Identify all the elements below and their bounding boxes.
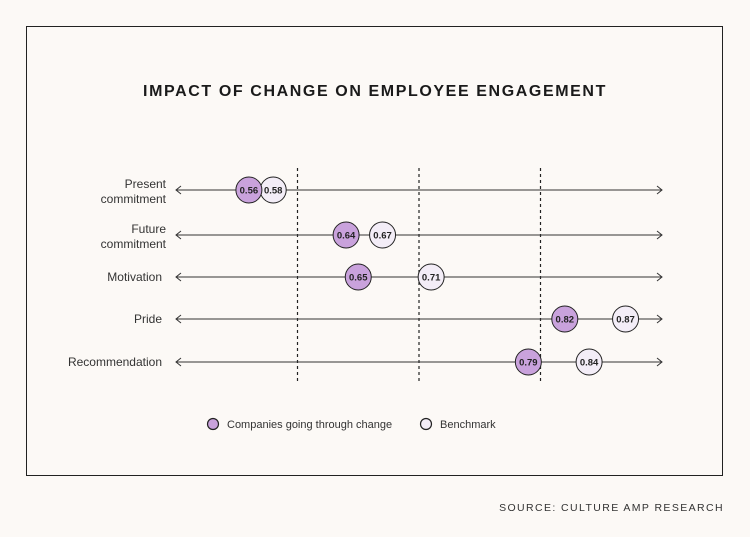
data-label: 0.56: [240, 186, 259, 197]
data-point-benchmark: [612, 305, 640, 333]
legend-marker: [206, 417, 220, 431]
data-label: 0.58: [264, 186, 283, 197]
data-label: 0.71: [422, 273, 441, 284]
data-point-change: [235, 176, 263, 204]
legend-label: Companies going through change: [227, 419, 392, 431]
data-point-change: [551, 305, 579, 333]
source-note: SOURCE: CULTURE AMP RESEARCH: [499, 502, 724, 514]
arrow-right-icon: [656, 272, 663, 282]
category-label: Present: [125, 177, 167, 191]
arrow-left-icon: [175, 185, 182, 195]
data-point-benchmark: [417, 263, 445, 291]
category-label: commitment: [101, 192, 167, 206]
chart-title: IMPACT OF CHANGE ON EMPLOYEE ENGAGEMENT: [143, 83, 607, 100]
category-label: commitment: [101, 237, 167, 251]
arrow-left-icon: [175, 314, 182, 324]
data-point-benchmark: [369, 221, 397, 249]
data-label: 0.64: [337, 231, 356, 242]
data-point-benchmark: [575, 348, 603, 376]
data-point-change: [514, 348, 542, 376]
arrow-left-icon: [175, 357, 182, 367]
legend-label: Benchmark: [440, 419, 496, 431]
category-label: Pride: [134, 312, 162, 326]
category-label: Recommendation: [68, 355, 162, 369]
arrow-left-icon: [175, 230, 182, 240]
arrow-right-icon: [656, 185, 663, 195]
data-label: 0.65: [349, 273, 368, 284]
category-label: Future: [131, 222, 166, 236]
chart-frame: [26, 26, 723, 476]
arrow-right-icon: [656, 357, 663, 367]
data-label: 0.79: [519, 358, 538, 369]
arrow-left-icon: [175, 272, 182, 282]
data-label: 0.87: [616, 315, 635, 326]
category-label: Motivation: [107, 270, 162, 284]
data-label: 0.67: [373, 231, 392, 242]
arrow-right-icon: [656, 230, 663, 240]
data-point-change: [344, 263, 372, 291]
data-label: 0.84: [580, 358, 599, 369]
arrow-right-icon: [656, 314, 663, 324]
legend-marker: [419, 417, 433, 431]
data-point-change: [332, 221, 360, 249]
data-label: 0.82: [556, 315, 575, 326]
